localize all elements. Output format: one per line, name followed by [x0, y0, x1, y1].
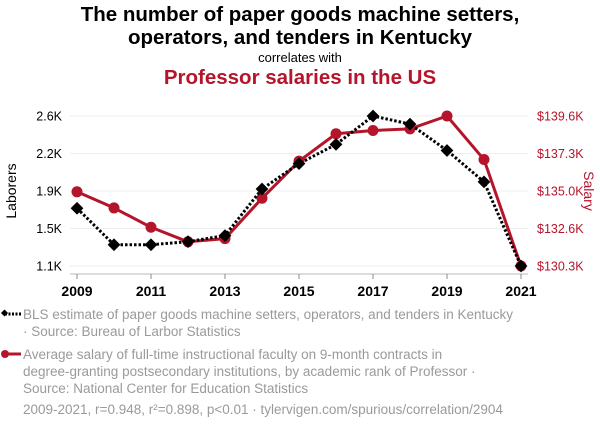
subtitle: correlates with: [258, 50, 342, 65]
x-tick-label: 2009: [61, 283, 92, 299]
y-axis-left-label: Laborers: [3, 163, 19, 218]
laborers-point: [70, 201, 84, 215]
laborers-point: [107, 238, 121, 252]
y-right-tick-label: $135.0K: [537, 185, 584, 199]
salary-point: [330, 128, 342, 140]
laborers-point: [329, 138, 343, 151]
laborers-point: [440, 144, 454, 157]
salary-point: [478, 154, 490, 166]
chart: 1.1K $130.3K 1.5K $132.6K 1.9K $135.0K 2.2K $13…: [3, 109, 597, 300]
title-line-1: The number of paper goods machine setter…: [80, 3, 520, 26]
footer-stats: 2009-2021, r=0.948, r²=0.898, p<0.01 · t…: [23, 402, 503, 417]
x-tick-label: 2019: [431, 283, 462, 299]
legend-item-salary-line-2: degree-granting postsecondary institutio…: [23, 364, 476, 379]
salary-point: [256, 192, 268, 204]
x-tick-label: 2013: [209, 283, 240, 299]
y-right-tick-label: $137.3K: [537, 147, 584, 161]
salary-point: [145, 221, 157, 233]
laborers-point: [477, 175, 491, 189]
title-line-2: operators, and tenders in Kentucky: [127, 26, 473, 49]
legend-item-laborers-line-2: · Source: Bureau of Larbor Statistics: [23, 324, 241, 339]
y-left-tick-label: 1.5K: [36, 222, 62, 236]
legend-item-salary-line-1: Average salary of full-time instructiona…: [23, 347, 443, 362]
y-right-tick-label: $139.6K: [537, 110, 584, 124]
y-right-tick-label: $130.3K: [537, 260, 584, 274]
x-tick-label: 2011: [136, 283, 167, 299]
laborers-point: [403, 117, 417, 131]
laborers-point: [292, 157, 306, 170]
laborers-point: [255, 182, 269, 196]
x-tick-label: 2017: [357, 283, 388, 299]
salary-point: [108, 202, 120, 214]
y-left-tick-label: 2.6K: [36, 110, 62, 124]
y-right-tick-label: $132.6K: [537, 222, 584, 236]
legend: BLS estimate of paper goods machine sett…: [0, 306, 600, 403]
salary-point: [441, 110, 453, 122]
laborers-point: [181, 235, 195, 249]
chart-title: The number of paper goods machine setter…: [0, 3, 600, 49]
x-tick-label: 2015: [283, 283, 314, 299]
legend-item-laborers: BLS estimate of paper goods machine sett…: [0, 306, 600, 340]
laborers-point: [218, 229, 232, 242]
y-left-tick-label: 2.2K: [36, 147, 62, 161]
laborers-point: [366, 109, 380, 123]
legend-item-laborers-line-1: BLS estimate of paper goods machine sett…: [23, 307, 514, 322]
laborers-point: [514, 259, 528, 273]
laborers-point: [144, 238, 158, 252]
axes: 1.1K $130.3K 1.5K $132.6K 1.9K $135.0K 2.2K $13…: [36, 110, 584, 300]
chart-title-2: Professor salaries in the US: [163, 66, 437, 89]
x-tick-label: 2021: [505, 283, 536, 299]
legend-item-salary: Average salary of full-time instructiona…: [0, 346, 600, 397]
solid-circle-line-icon: [1, 350, 21, 358]
dotted-diamond-line-icon: [0, 309, 21, 317]
series-layer: [70, 109, 528, 273]
y-axis-right-label: Salary: [581, 171, 597, 211]
y-left-tick-label: 1.1K: [36, 260, 62, 274]
legend-item-salary-line-3: Source: National Center for Education St…: [23, 381, 309, 396]
salary-point: [71, 186, 83, 198]
salary-point: [367, 125, 379, 137]
y-left-tick-label: 1.9K: [36, 185, 62, 199]
